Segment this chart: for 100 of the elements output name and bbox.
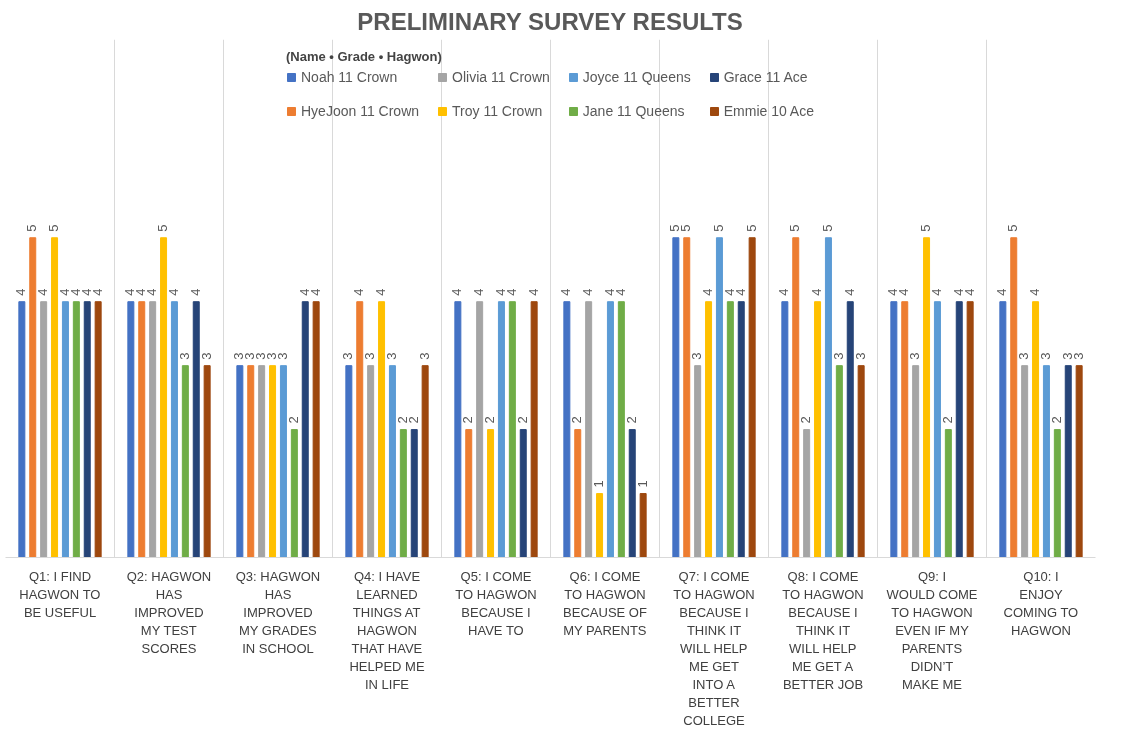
bar [192, 301, 200, 558]
data-label: 4 [449, 288, 465, 296]
x-tick-label: Q6: I COME TO HAGWON BECAUSE OF MY PARENTS [563, 568, 647, 638]
bar [290, 429, 298, 558]
data-label: 4 [928, 288, 944, 296]
data-label: 4 [700, 288, 716, 296]
bar [912, 365, 920, 558]
bar [476, 301, 484, 558]
data-label: 5 [787, 224, 803, 232]
data-label: 3 [198, 352, 214, 360]
bar [388, 365, 396, 558]
bar [149, 301, 157, 558]
bar [51, 237, 59, 558]
bar [966, 301, 974, 558]
bar [94, 301, 102, 558]
bar [944, 429, 952, 558]
bar [530, 301, 538, 558]
data-label: 4 [580, 288, 596, 296]
data-label: 5 [678, 224, 694, 232]
bar [269, 365, 277, 558]
bar [345, 365, 353, 558]
data-label: 4 [165, 288, 181, 296]
bar [1042, 365, 1050, 558]
legend-label: Joyce 11 Queens [582, 69, 691, 85]
bar [279, 365, 287, 558]
x-tick-label: Q3: HAGWON HAS IMPROVED MY GRADES IN SCHOOL [235, 568, 321, 656]
data-label: 3 [830, 352, 846, 360]
bar [454, 301, 462, 558]
legend-label: Emmie 10 Ace [723, 103, 814, 119]
bar [487, 429, 495, 558]
bar [421, 365, 429, 558]
x-tick-label: Q5: I COME TO HAGWON BECAUSE I HAVE TO [455, 568, 537, 638]
bar [846, 301, 854, 558]
data-label: 2 [482, 416, 498, 424]
bar [814, 301, 822, 558]
data-label: 4 [187, 288, 203, 296]
bar [596, 493, 604, 558]
data-label: 4 [1027, 288, 1043, 296]
data-label: 2 [285, 416, 301, 424]
x-tick-label: Q1: I FIND HAGWON TO BE USEFUL [19, 568, 101, 620]
data-label: 4 [896, 288, 912, 296]
bar [160, 237, 168, 558]
bar [890, 301, 898, 558]
chart-title: PRELIMINARY SURVEY RESULTS [357, 7, 743, 35]
data-label: 2 [394, 416, 410, 424]
data-label: 5 [743, 224, 759, 232]
data-label: 3 [176, 352, 192, 360]
bar [61, 301, 69, 558]
x-tick-label: Q10: I ENJOY COMING TO HAGWON [1003, 568, 1079, 638]
data-label: 1 [591, 480, 607, 488]
data-label: 5 [46, 224, 62, 232]
bar [247, 365, 255, 558]
data-label: 2 [623, 416, 639, 424]
bar [1021, 365, 1029, 558]
bar [1032, 301, 1040, 558]
data-label: 3 [416, 352, 432, 360]
bar [399, 429, 407, 558]
bar [508, 301, 516, 558]
data-label: 4 [809, 288, 825, 296]
data-label: 5 [918, 224, 934, 232]
data-label: 4 [776, 288, 792, 296]
bar [824, 237, 832, 558]
data-label: 3 [340, 352, 356, 360]
bar [563, 301, 571, 558]
data-label: 3 [383, 352, 399, 360]
data-label: 4 [525, 288, 541, 296]
bar [672, 237, 680, 558]
bar [933, 301, 941, 558]
bar [236, 365, 244, 558]
bar [1075, 365, 1083, 558]
bar [803, 429, 811, 558]
bar [72, 301, 80, 558]
data-label: 3 [689, 352, 705, 360]
bar [781, 301, 789, 558]
data-label: 4 [144, 288, 160, 296]
bar [138, 301, 146, 558]
data-label: 4 [351, 288, 367, 296]
bar [203, 365, 211, 558]
data-label: 2 [939, 416, 955, 424]
data-label: 4 [558, 288, 574, 296]
data-label: 2 [569, 416, 585, 424]
bar [715, 237, 723, 558]
bar [748, 237, 756, 558]
bar [127, 301, 135, 558]
data-label: 4 [994, 288, 1010, 296]
bar [955, 301, 963, 558]
data-label: 3 [362, 352, 378, 360]
bar [901, 301, 909, 558]
bar [574, 429, 582, 558]
bar [378, 301, 386, 558]
data-label: 5 [24, 224, 40, 232]
legend-label: Olivia 11 Crown [452, 69, 550, 85]
bar [857, 365, 865, 558]
bar [606, 301, 614, 558]
legend-label: Noah 11 Crown [301, 69, 398, 85]
bar [29, 237, 37, 558]
bar [170, 301, 178, 558]
bar [737, 301, 745, 558]
bar [835, 365, 843, 558]
data-label: 3 [1037, 352, 1053, 360]
